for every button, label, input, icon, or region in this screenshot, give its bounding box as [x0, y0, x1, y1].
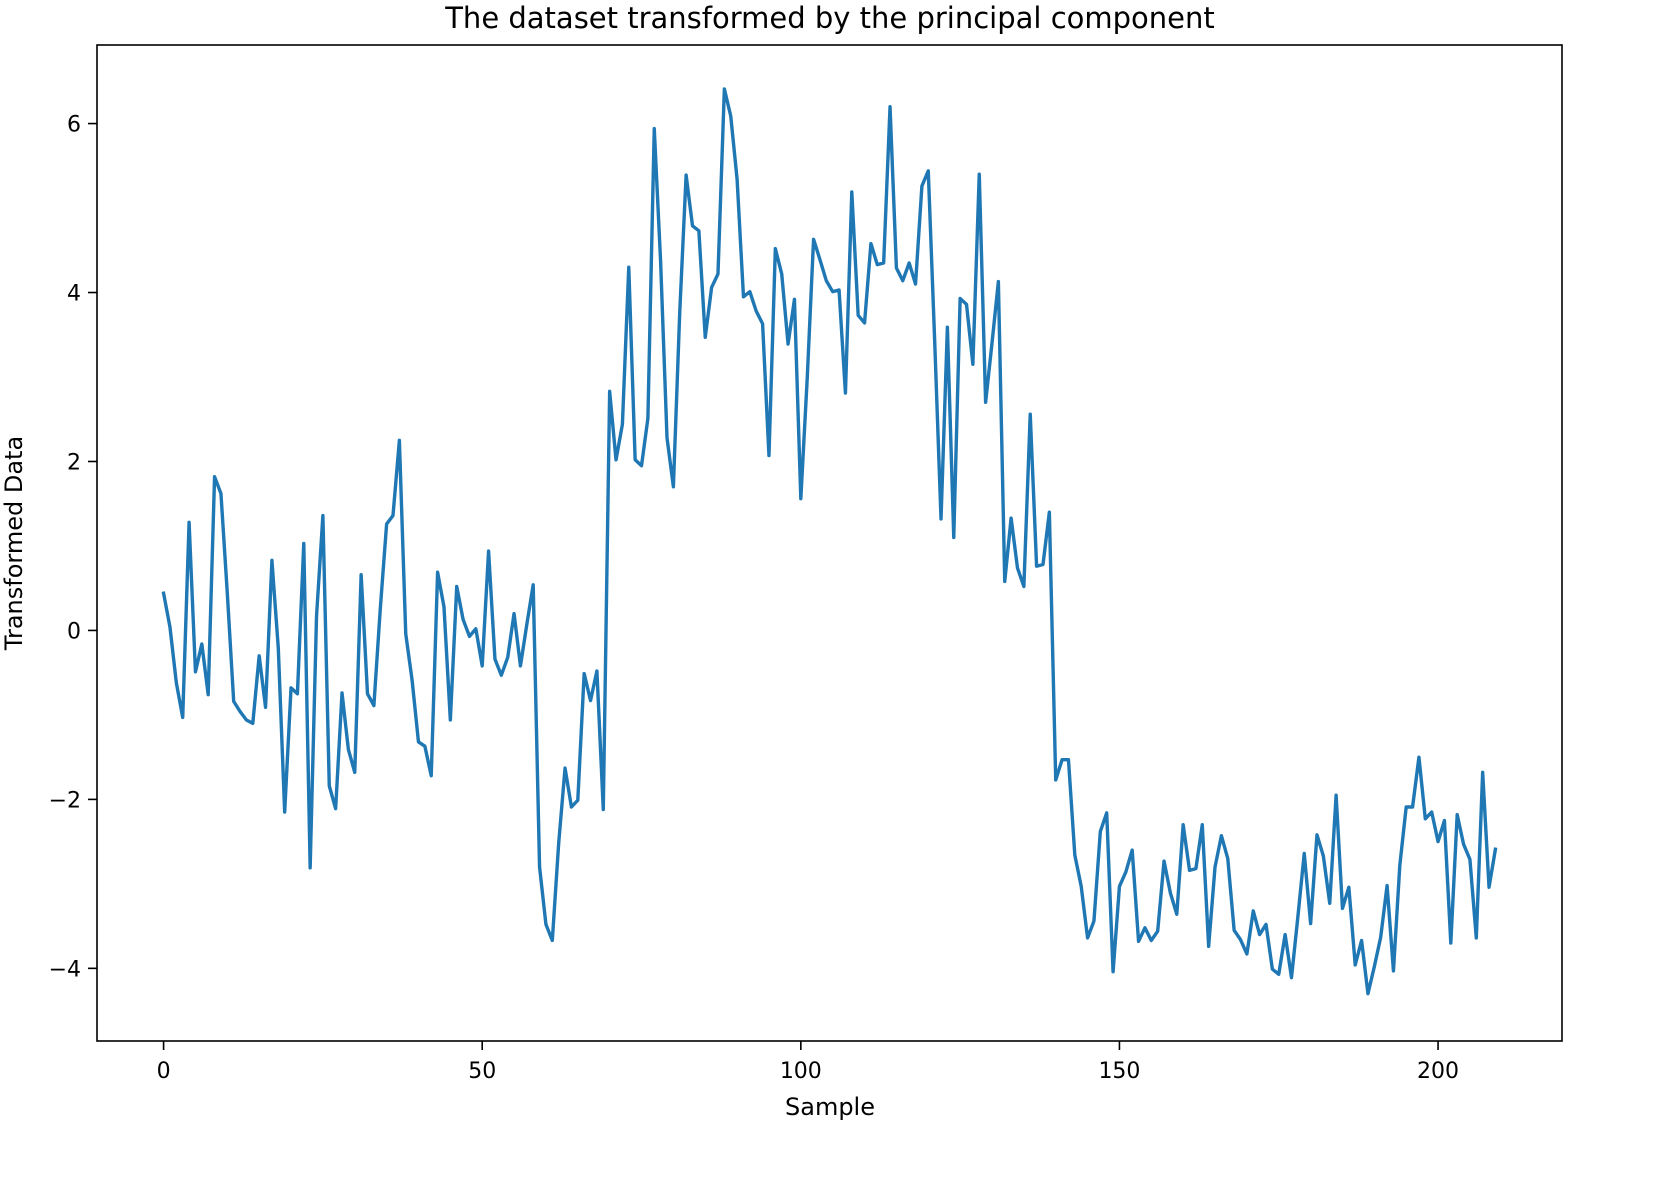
x-axis-label: Sample [785, 1093, 875, 1121]
chart-title: The dataset transformed by the principal… [444, 1, 1215, 35]
x-axis: 0 50 100 150 200 [157, 1041, 1459, 1084]
x-tick-label: 200 [1417, 1059, 1459, 1084]
x-tick-label: 50 [468, 1059, 496, 1084]
y-tick-label: 6 [67, 113, 81, 138]
y-tick-label: 0 [67, 619, 81, 644]
y-axis: −4 −2 0 2 4 6 [49, 113, 97, 982]
y-tick-label: 4 [67, 282, 81, 307]
plot-area [96, 44, 1563, 1042]
x-tick-label: 100 [780, 1059, 822, 1084]
plot-frame [96, 44, 1563, 1042]
x-tick-label: 0 [157, 1059, 171, 1084]
data-series-line [161, 87, 1498, 996]
y-axis-label: Transformed Data [0, 436, 28, 651]
x-tick-label: 150 [1098, 1059, 1140, 1084]
y-tick-label: −4 [49, 957, 81, 982]
y-tick-label: 2 [67, 450, 81, 475]
y-tick-label: −2 [49, 788, 81, 813]
